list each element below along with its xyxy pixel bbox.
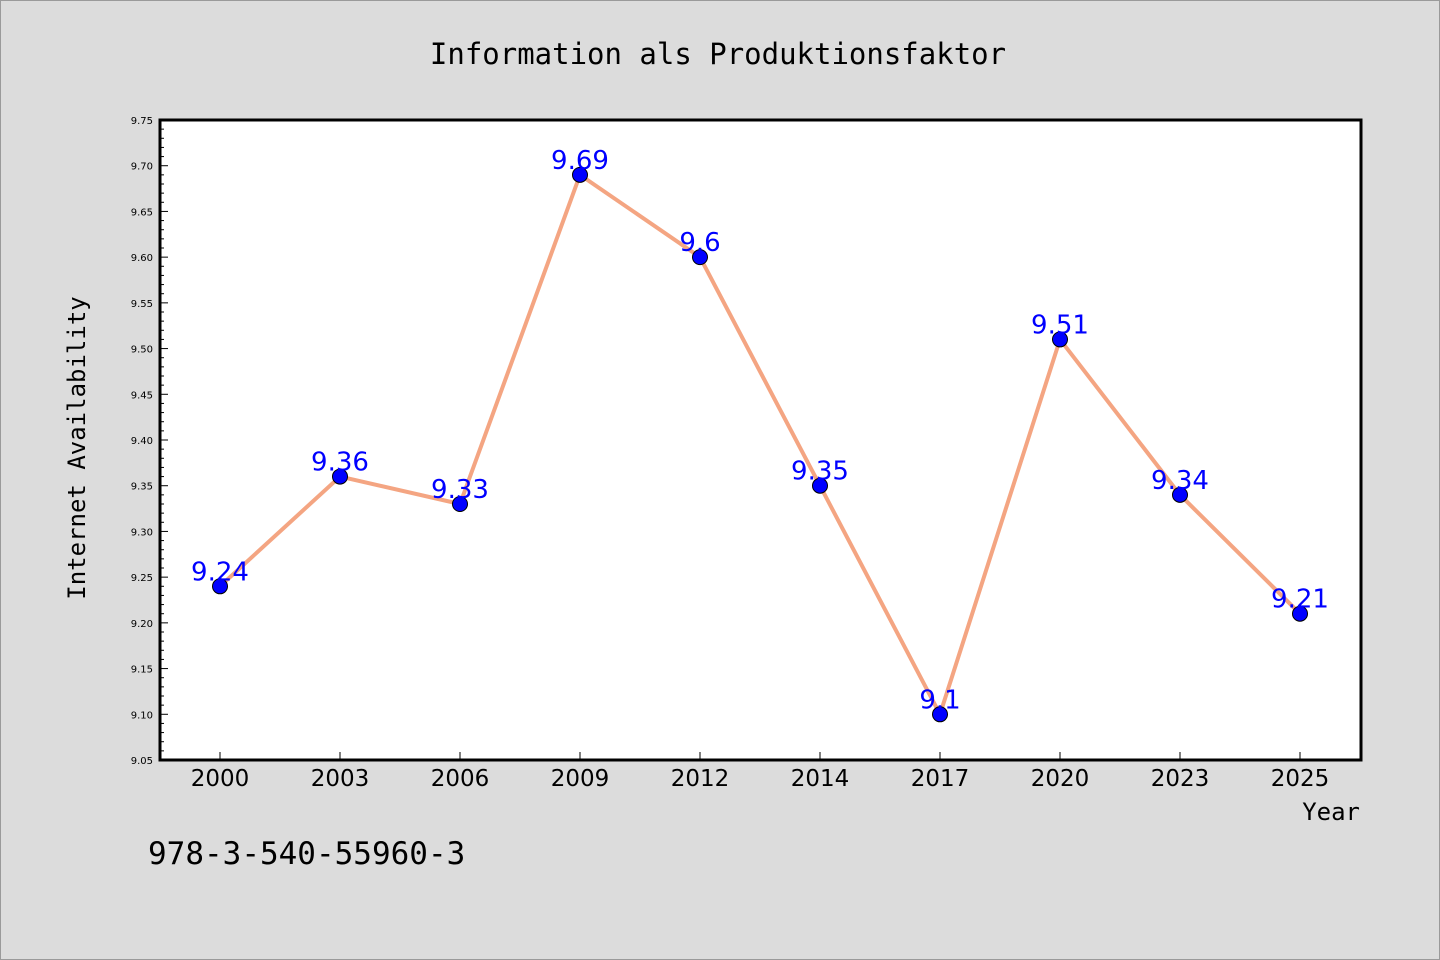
data-markers [212, 166, 1308, 723]
data-label: 9.24 [191, 557, 249, 587]
data-point [332, 468, 348, 485]
series-line-segment [338, 474, 462, 506]
data-point [692, 249, 708, 266]
y-tick-label: 9.15 [131, 665, 153, 676]
series-line-segment [218, 474, 342, 589]
data-point [452, 496, 468, 512]
x-tick-label: 2014 [791, 766, 850, 792]
data-label: 9.51 [1031, 310, 1089, 340]
y-axis-ticks: 9.05 9.10 9.15 9.20 9.25 9.30 9.35 9.40 9.45 9.50… [131, 116, 168, 767]
plot-area [158, 118, 1363, 762]
data-label: 9.35 [791, 457, 849, 487]
y-tick-label: 9.35 [131, 482, 153, 493]
chart-title: Information als Produktionsfaktor [430, 37, 1006, 71]
data-label: 9.36 [311, 448, 369, 478]
isbn-footnote: 978-3-540-55960-3 [148, 836, 465, 872]
data-label: 9.69 [551, 146, 609, 176]
y-tick-label: 9.75 [131, 116, 153, 127]
data-labels: 9.24 9.36 9.33 9.69 9.6 9.35 9.1 9.51 9.34 9.21 [191, 146, 1329, 715]
series-line-segment [938, 337, 1062, 717]
series-line-segment [1058, 337, 1182, 497]
x-tick-label: 2023 [1151, 766, 1210, 792]
y-tick-label: 9.05 [131, 756, 153, 767]
series-line-segment [1178, 492, 1302, 616]
data-point [1292, 605, 1308, 622]
data-point [1052, 331, 1068, 348]
x-axis-label: Year [1302, 798, 1360, 826]
x-tick-label: 2020 [1031, 766, 1090, 792]
y-tick-label: 9.30 [131, 527, 153, 538]
data-label: 9.34 [1151, 466, 1209, 496]
y-tick-label: 9.40 [131, 436, 153, 447]
y-tick-label: 9.50 [131, 345, 153, 356]
series-line-segment [818, 483, 942, 717]
y-tick-label: 9.20 [131, 619, 153, 630]
series-line-segment [698, 255, 822, 488]
y-tick-label: 9.70 [131, 162, 153, 173]
x-tick-label: 2006 [431, 766, 490, 792]
series-line-group [218, 172, 1302, 717]
x-tick-label: 2017 [911, 766, 970, 792]
y-tick-label: 9.25 [131, 573, 153, 584]
y-tick-label: 9.10 [131, 710, 153, 721]
y-tick-label: 9.45 [131, 390, 153, 401]
series-line-segment [458, 172, 582, 506]
x-axis-ticks: 2000 2003 2006 2009 2012 2014 2017 2020 2023 2025 [191, 752, 1330, 792]
data-label: 9.21 [1271, 585, 1329, 615]
data-point [212, 578, 228, 595]
x-tick-label: 2025 [1271, 766, 1330, 792]
y-axis-label: Internet Availability [63, 296, 91, 599]
data-label: 9.33 [431, 475, 489, 505]
data-point [572, 166, 588, 183]
y-tick-label: 9.55 [131, 299, 153, 310]
series-line-segment [578, 172, 702, 260]
data-point [812, 477, 828, 494]
data-point [932, 706, 948, 723]
x-tick-label: 2003 [311, 766, 370, 792]
data-label: 9.6 [679, 228, 720, 258]
y-tick-label: 9.60 [131, 253, 153, 264]
x-tick-label: 2012 [671, 766, 730, 792]
y-tick-label: 9.65 [131, 207, 153, 218]
x-tick-label: 2000 [191, 766, 250, 792]
data-point [1172, 486, 1188, 503]
x-tick-label: 2009 [551, 766, 610, 792]
data-label: 9.1 [919, 685, 960, 715]
